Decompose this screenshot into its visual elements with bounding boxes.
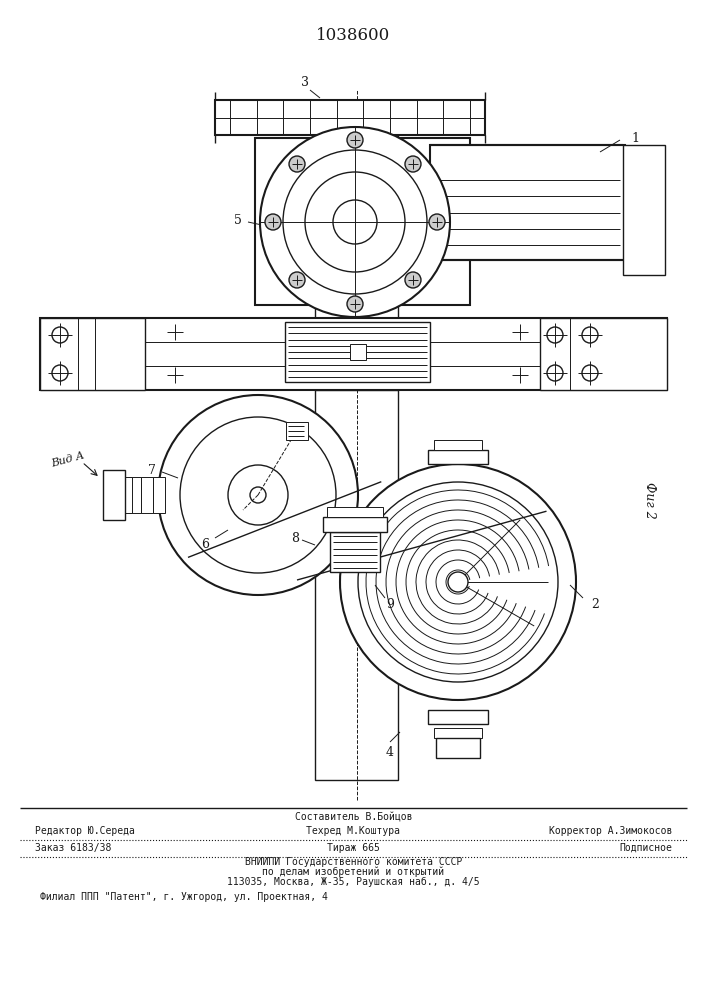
Text: 1: 1 xyxy=(631,131,639,144)
Circle shape xyxy=(547,327,563,343)
Bar xyxy=(286,422,308,440)
Text: 7: 7 xyxy=(148,464,156,477)
Text: Заказ 6183/38: Заказ 6183/38 xyxy=(35,843,112,853)
Text: Корректор А.Зимокосов: Корректор А.Зимокосов xyxy=(549,826,672,836)
Text: Фиг 2: Фиг 2 xyxy=(643,482,657,518)
Circle shape xyxy=(582,365,598,381)
Circle shape xyxy=(547,365,563,381)
Bar xyxy=(349,344,366,360)
Text: 4: 4 xyxy=(386,746,394,758)
Circle shape xyxy=(289,272,305,288)
Bar xyxy=(436,738,480,758)
Text: 9: 9 xyxy=(386,598,394,611)
Text: по делам изобретений и открытий: по делам изобретений и открытий xyxy=(262,867,445,877)
Circle shape xyxy=(405,156,421,172)
Circle shape xyxy=(283,150,427,294)
Circle shape xyxy=(347,132,363,148)
Circle shape xyxy=(158,395,358,595)
Bar xyxy=(327,507,383,517)
Text: 8: 8 xyxy=(291,532,299,544)
Text: Филиал ППП "Патент", г. Ужгород, ул. Проектная, 4: Филиал ППП "Патент", г. Ужгород, ул. Про… xyxy=(40,892,328,902)
Text: Подписное: Подписное xyxy=(619,843,672,853)
Text: 6: 6 xyxy=(201,538,209,552)
Bar xyxy=(40,318,145,390)
Bar xyxy=(129,477,141,513)
Text: ВНИИПИ Государственного комитета СССР: ВНИИПИ Государственного комитета СССР xyxy=(245,857,462,867)
Bar xyxy=(434,440,482,450)
Circle shape xyxy=(340,464,576,700)
Text: 5: 5 xyxy=(234,214,242,227)
Bar xyxy=(285,322,430,382)
Text: 1038600: 1038600 xyxy=(316,26,391,43)
Circle shape xyxy=(347,296,363,312)
Circle shape xyxy=(180,417,336,573)
Circle shape xyxy=(429,214,445,230)
Circle shape xyxy=(358,482,558,682)
Bar xyxy=(415,175,433,250)
Bar xyxy=(540,318,667,390)
Bar xyxy=(428,710,488,724)
Bar xyxy=(430,145,625,260)
Text: 2: 2 xyxy=(591,598,599,611)
Text: 3: 3 xyxy=(301,76,309,89)
Circle shape xyxy=(228,465,288,525)
Bar xyxy=(141,477,153,513)
Bar xyxy=(428,450,488,464)
Circle shape xyxy=(305,172,405,272)
Circle shape xyxy=(333,200,377,244)
Bar xyxy=(40,318,667,390)
Bar xyxy=(330,532,380,572)
Bar xyxy=(255,138,470,305)
Bar xyxy=(215,100,485,135)
Circle shape xyxy=(582,327,598,343)
Text: Составитель В.Бойцов: Составитель В.Бойцов xyxy=(295,813,412,823)
Circle shape xyxy=(405,272,421,288)
Bar xyxy=(315,390,398,780)
Circle shape xyxy=(289,156,305,172)
Circle shape xyxy=(448,572,468,592)
Text: Тираж 665: Тираж 665 xyxy=(327,843,380,853)
Bar xyxy=(153,477,165,513)
Bar xyxy=(315,135,398,318)
Circle shape xyxy=(52,365,68,381)
Circle shape xyxy=(260,127,450,317)
Text: Вид А: Вид А xyxy=(50,451,86,469)
Text: Редактор Ю.Середа: Редактор Ю.Середа xyxy=(35,826,135,836)
Bar xyxy=(120,477,132,513)
Circle shape xyxy=(265,214,281,230)
Text: Техред М.Коштура: Техред М.Коштура xyxy=(307,826,400,836)
Bar xyxy=(323,517,387,532)
Text: 113035, Москва, Ж-35, Раушская наб., д. 4/5: 113035, Москва, Ж-35, Раушская наб., д. … xyxy=(227,877,480,887)
Bar xyxy=(103,470,125,520)
Circle shape xyxy=(250,487,266,503)
Bar xyxy=(623,145,665,275)
Bar xyxy=(434,728,482,738)
Circle shape xyxy=(52,327,68,343)
